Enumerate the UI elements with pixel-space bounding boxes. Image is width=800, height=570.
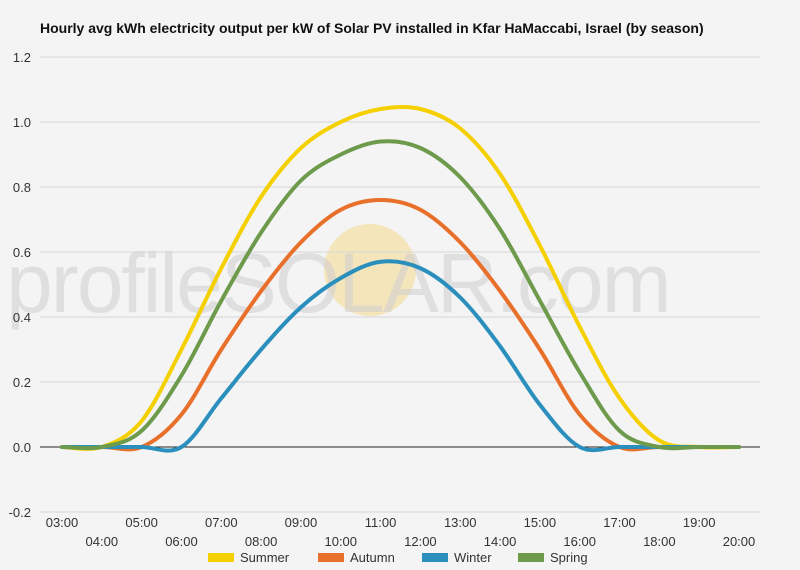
legend-label-autumn: Autumn [350, 550, 395, 565]
x-tick-label: 16:00 [563, 534, 596, 549]
y-tick-label: 0.0 [13, 440, 31, 455]
watermark-sun-icon [324, 224, 416, 316]
legend-swatch-summer [208, 553, 234, 562]
x-axis: 03:00 04:00 05:00 06:00 07:00 08:00 09:00 10:00… [46, 515, 756, 549]
x-tick-label: 15:00 [524, 515, 557, 530]
chart-title: Hourly avg kWh electricity output per kW… [40, 20, 704, 36]
legend-swatch-spring [518, 553, 544, 562]
x-tick-label: 14:00 [484, 534, 517, 549]
x-tick-label: 06:00 [165, 534, 198, 549]
x-tick-label: 04:00 [86, 534, 119, 549]
x-tick-label: 13:00 [444, 515, 477, 530]
x-tick-label: 18:00 [643, 534, 676, 549]
x-tick-label: 08:00 [245, 534, 278, 549]
x-tick-label: 20:00 [723, 534, 756, 549]
x-tick-label: 12:00 [404, 534, 437, 549]
x-tick-label: 07:00 [205, 515, 238, 530]
x-tick-label: 03:00 [46, 515, 79, 530]
y-tick-label: 1.0 [13, 115, 31, 130]
x-tick-label: 19:00 [683, 515, 716, 530]
y-tick-label: 1.2 [13, 50, 31, 65]
watermark: profileSOLAR.com [6, 224, 672, 330]
y-axis: -0.2 0.0 0.2 0.4 0.6 0.8 1.0 1.2 [9, 50, 31, 520]
y-tick-label: 0.8 [13, 180, 31, 195]
y-tick-label: -0.2 [9, 505, 31, 520]
series-line-summer [60, 104, 741, 451]
x-tick-label: 17:00 [603, 515, 636, 530]
legend-label-spring: Spring [550, 550, 588, 565]
grid [40, 56, 760, 513]
watermark-text: profileSOLAR.com [6, 236, 670, 330]
y-tick-label: 0.2 [13, 375, 31, 390]
legend-swatch-autumn [318, 553, 344, 562]
legend-label-summer: Summer [240, 550, 290, 565]
series-line-winter [60, 259, 741, 453]
legend: Summer Autumn Winter Spring [208, 550, 588, 565]
series-line-spring [60, 139, 741, 451]
x-tick-label: 05:00 [125, 515, 158, 530]
series-lines [60, 104, 741, 453]
x-tick-label: 10:00 [324, 534, 357, 549]
x-tick-label: 09:00 [285, 515, 318, 530]
y-tick-label: 0.6 [13, 245, 31, 260]
legend-label-winter: Winter [454, 550, 492, 565]
x-tick-label: 11:00 [365, 515, 397, 530]
legend-swatch-winter [422, 553, 448, 562]
y-tick-label: 0.4 [13, 310, 31, 325]
